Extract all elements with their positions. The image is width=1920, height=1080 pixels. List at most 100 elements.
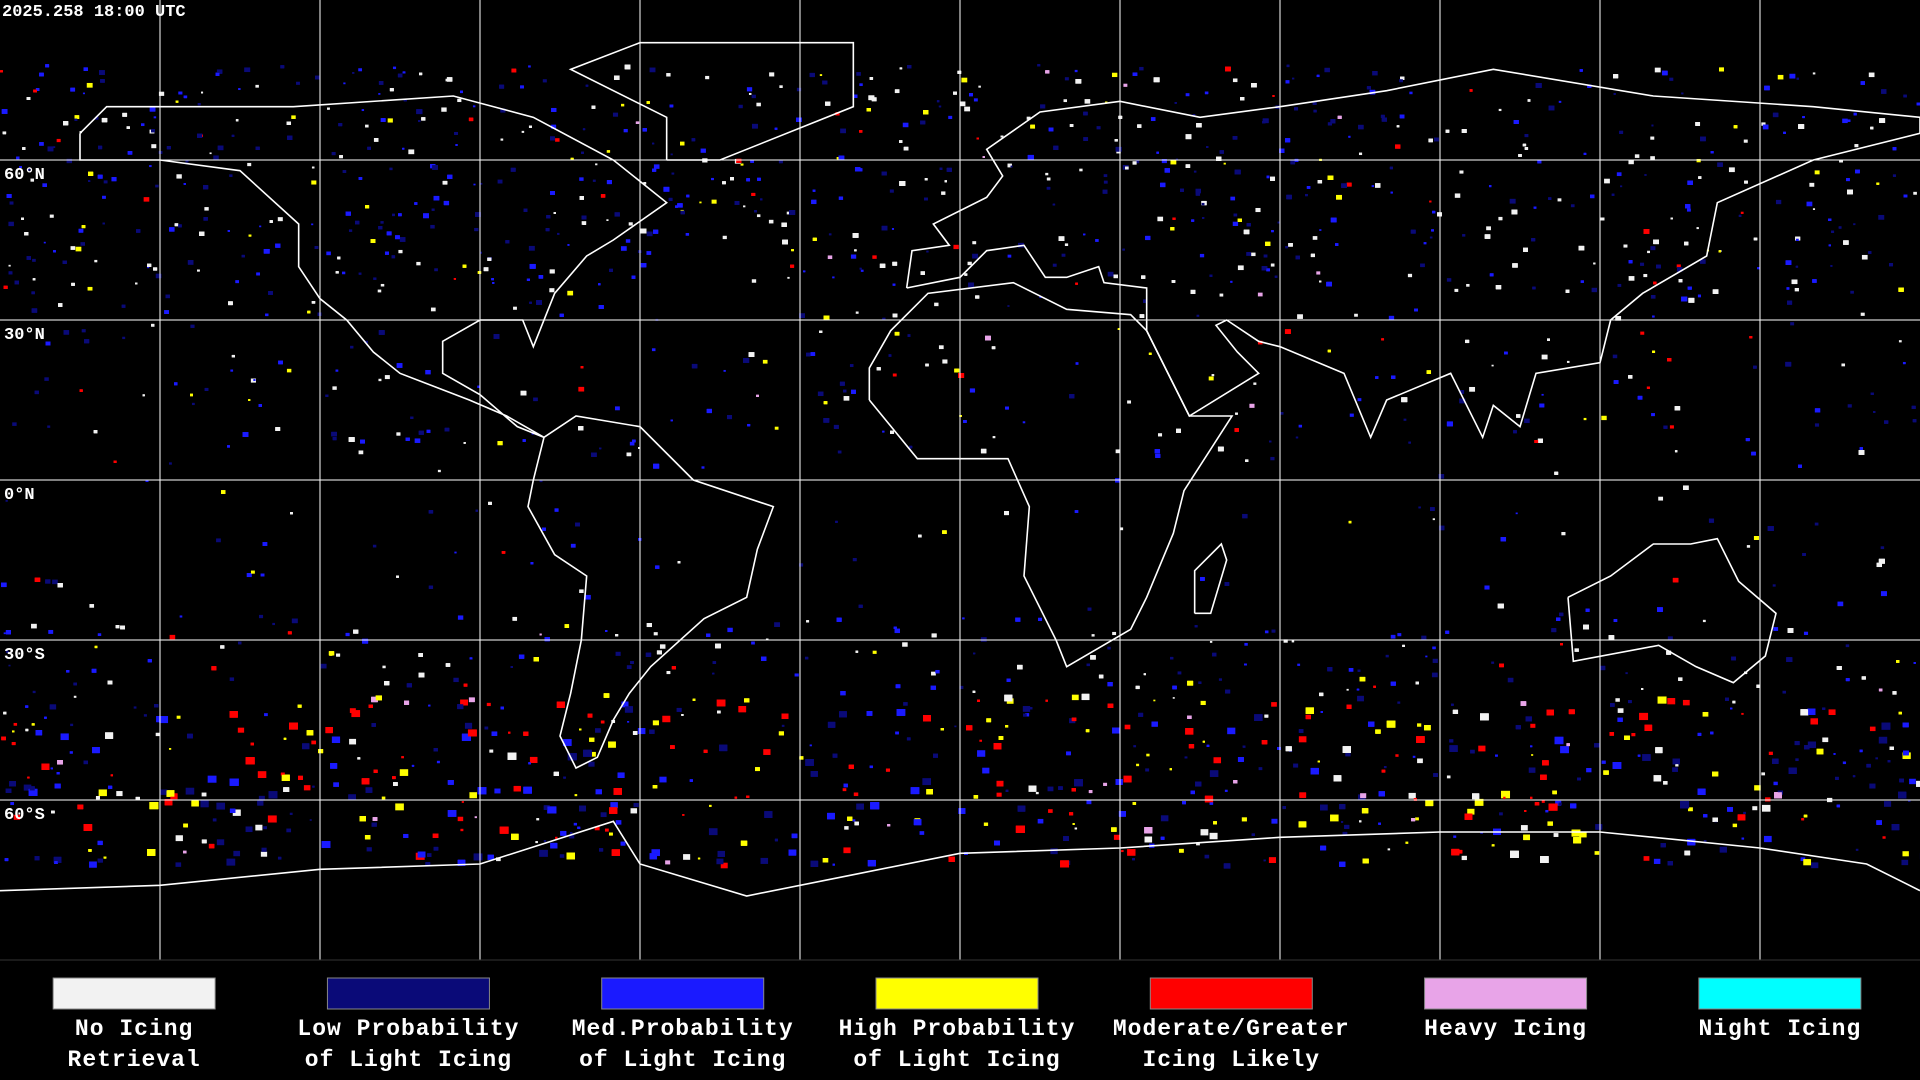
cloud-speckle <box>844 826 849 830</box>
cloud-speckle <box>592 179 596 182</box>
cloud-speckle <box>1541 354 1548 360</box>
cloud-speckle <box>567 290 574 296</box>
cloud-speckle <box>1901 859 1909 866</box>
cloud-speckle <box>303 785 311 791</box>
cloud-speckle <box>723 369 726 372</box>
cloud-speckle <box>1136 763 1140 767</box>
cloud-speckle <box>1139 66 1144 71</box>
cloud-speckle <box>204 207 209 211</box>
cloud-speckle <box>437 469 441 473</box>
cloud-speckle <box>549 269 555 274</box>
cloud-speckle <box>168 748 172 750</box>
cloud-speckle <box>207 775 217 783</box>
cloud-speckle <box>961 77 968 83</box>
cloud-speckle <box>762 359 768 364</box>
cloud-speckle <box>1601 760 1606 764</box>
cloud-speckle <box>1699 259 1706 264</box>
cloud-speckle <box>216 839 225 846</box>
cloud-speckle <box>1285 246 1289 249</box>
cloud-speckle <box>768 219 774 224</box>
cloud-speckle <box>235 280 240 284</box>
cloud-speckle <box>1103 180 1108 184</box>
cloud-speckle <box>980 637 987 642</box>
cloud-speckle <box>711 199 717 204</box>
cloud-speckle <box>1133 745 1137 748</box>
cloud-speckle <box>1035 791 1039 795</box>
cloud-speckle <box>1146 753 1150 757</box>
cloud-speckle <box>796 87 802 92</box>
cloud-speckle <box>786 211 791 215</box>
cloud-speckle <box>332 386 337 390</box>
cloud-speckle <box>434 268 438 272</box>
cloud-speckle <box>798 563 804 567</box>
cloud-speckle <box>1291 77 1295 80</box>
cloud-speckle <box>1647 250 1651 254</box>
cloud-speckle <box>47 425 51 428</box>
cloud-speckle <box>1669 425 1674 429</box>
cloud-speckle <box>1199 253 1205 258</box>
cloud-speckle <box>685 232 690 236</box>
cloud-speckle <box>232 809 241 816</box>
cloud-speckle <box>1847 404 1852 408</box>
cloud-speckle <box>589 737 595 742</box>
cloud-speckle <box>1107 681 1113 687</box>
cloud-speckle <box>809 744 812 747</box>
cloud-speckle <box>43 241 46 244</box>
cloud-speckle <box>574 794 578 797</box>
cloud-speckle <box>94 116 99 120</box>
cloud-speckle <box>27 168 31 171</box>
cloud-speckle <box>1185 93 1190 97</box>
cloud-speckle <box>1249 403 1255 408</box>
cloud-speckle <box>1425 655 1428 658</box>
cloud-speckle <box>1297 314 1303 319</box>
cloud-speckle <box>1263 254 1268 258</box>
cloud-speckle <box>1574 648 1579 652</box>
cloud-speckle <box>1743 811 1746 815</box>
cloud-speckle <box>969 388 976 393</box>
cloud-speckle <box>1395 754 1399 757</box>
cloud-speckle <box>81 329 86 333</box>
cloud-speckle <box>1913 191 1917 195</box>
cloud-speckle <box>484 726 489 730</box>
cloud-speckle <box>425 369 431 375</box>
cloud-speckle <box>581 215 587 220</box>
cloud-speckle <box>116 791 123 797</box>
cloud-speckle <box>1116 149 1121 154</box>
cloud-speckle <box>1515 512 1518 515</box>
cloud-speckle <box>1257 292 1263 297</box>
cloud-speckle <box>246 573 252 578</box>
cloud-speckle <box>1531 754 1534 756</box>
cloud-speckle <box>102 195 106 199</box>
cloud-speckle <box>1230 196 1236 201</box>
cloud-speckle <box>1086 800 1092 805</box>
cloud-speckle <box>760 857 769 864</box>
cloud-speckle <box>1615 698 1620 702</box>
cloud-speckle <box>32 258 36 262</box>
cloud-speckle <box>665 860 671 865</box>
cloud-speckle <box>982 767 990 774</box>
cloud-speckle <box>1878 214 1885 220</box>
cloud-speckle <box>52 146 56 149</box>
cloud-speckle <box>311 740 317 745</box>
cloud-speckle <box>751 279 757 283</box>
cloud-speckle <box>500 138 504 141</box>
cloud-speckle <box>1524 134 1529 138</box>
cloud-speckle <box>1732 823 1738 828</box>
cloud-speckle <box>856 72 861 76</box>
cloud-speckle <box>621 103 625 107</box>
cloud-speckle <box>1157 433 1163 437</box>
cloud-speckle <box>1246 252 1252 256</box>
cloud-speckle <box>1005 724 1009 728</box>
cloud-speckle <box>1773 781 1778 786</box>
cloud-speckle <box>1153 699 1156 702</box>
cloud-speckle <box>1412 755 1416 758</box>
cloud-speckle <box>1336 194 1343 200</box>
cloud-speckle <box>1135 160 1140 164</box>
cloud-speckle <box>168 462 172 465</box>
cloud-speckle <box>1654 67 1661 73</box>
cloud-speckle <box>358 450 364 455</box>
cloud-speckle <box>709 804 712 807</box>
cloud-speckle <box>1270 456 1275 461</box>
cloud-speckle <box>852 819 856 822</box>
cloud-speckle <box>1061 253 1066 257</box>
